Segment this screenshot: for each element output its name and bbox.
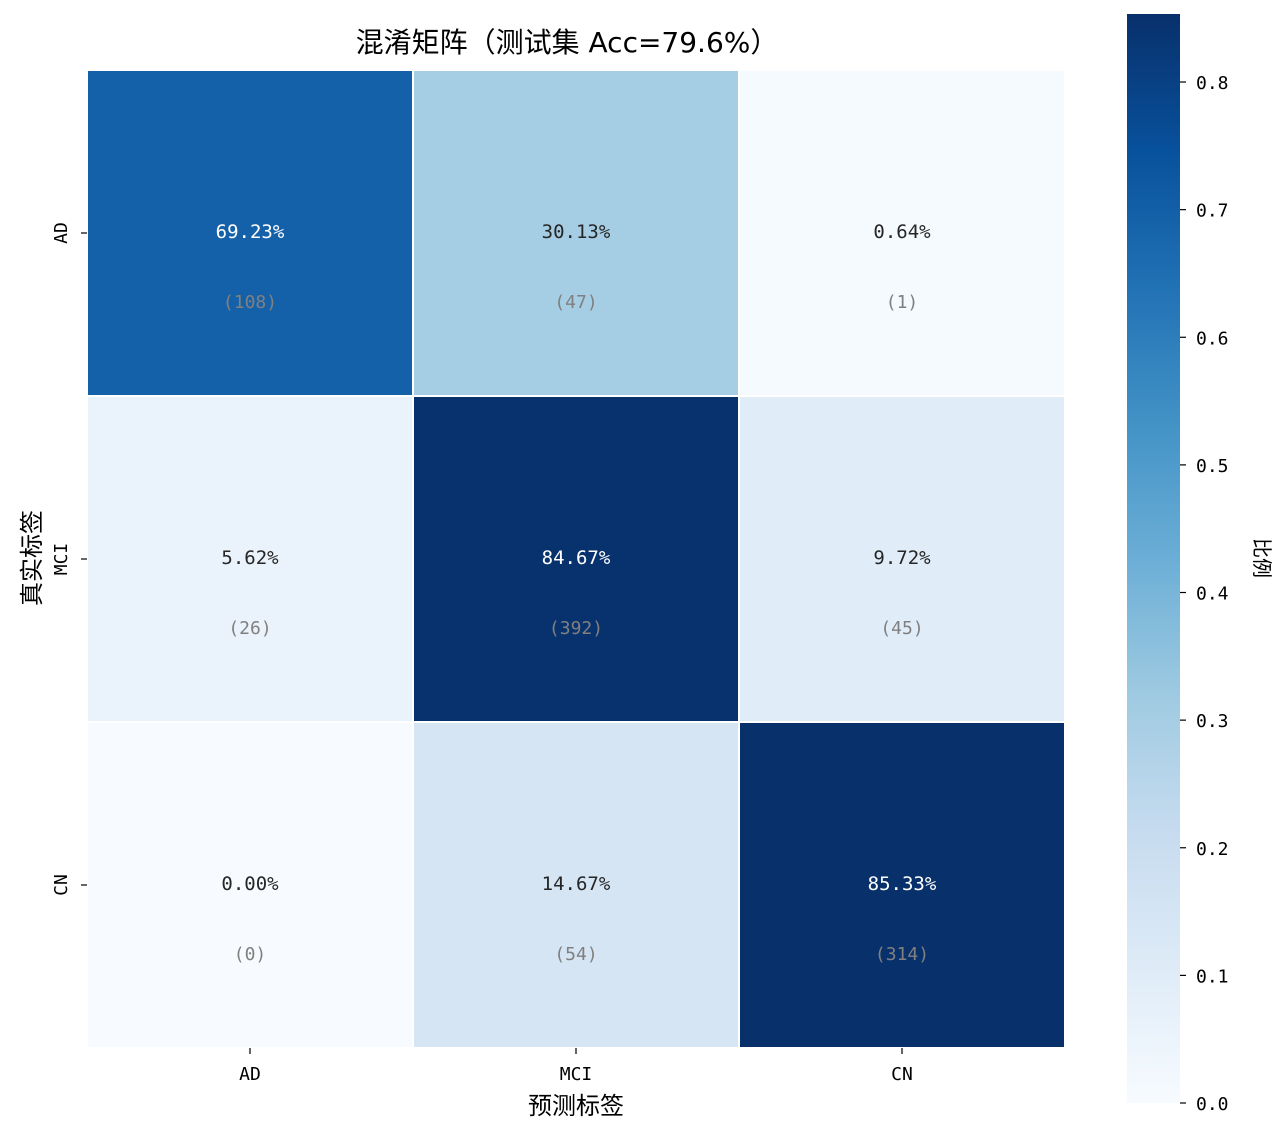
cell-count-label: (26)	[228, 618, 271, 639]
colorbar-ticks: 0.0 0.1 0.2 0.3 0.4 0.5 0.6 0.7 0.8	[1180, 73, 1229, 1115]
colorbar-tick-label: 0.1	[1196, 966, 1229, 987]
x-tick-label: AD	[239, 1064, 261, 1085]
colorbar-tick-label: 0.5	[1196, 456, 1229, 477]
colorbar-tick-label: 0.6	[1196, 328, 1229, 349]
chart-title: 混淆矩阵（测试集 Acc=79.6%）	[356, 26, 779, 59]
cell-value-label: 0.64%	[873, 221, 931, 243]
cell-count-label: (47)	[554, 292, 597, 313]
colorbar	[1127, 14, 1180, 1103]
heatmap-cell	[738, 69, 1066, 397]
cell-count-label: (0)	[234, 944, 267, 965]
cell-count-label: (45)	[880, 618, 923, 639]
x-axis-ticks: AD MCI CN	[239, 1048, 913, 1085]
heatmap-cell	[86, 69, 414, 397]
cell-value-label: 69.23%	[216, 221, 285, 243]
heatmap-cells: 69.23% (108) 30.13% (47) 0.64% (1) 5.62% (26) 84…	[86, 69, 1066, 1049]
y-tick-label: AD	[51, 222, 72, 244]
y-tick-label: MCI	[51, 543, 72, 576]
cell-value-label: 0.00%	[221, 873, 279, 895]
colorbar-tick-label: 0.4	[1196, 584, 1229, 605]
heatmap-cell	[86, 395, 414, 723]
heatmap-cell	[738, 395, 1066, 723]
x-tick-label: MCI	[560, 1064, 593, 1085]
cell-value-label: 85.33%	[868, 873, 937, 895]
y-tick-label: CN	[51, 874, 72, 896]
colorbar-tick-label: 0.7	[1196, 201, 1229, 222]
cell-value-label: 84.67%	[542, 547, 611, 569]
cell-count-label: (1)	[886, 292, 919, 313]
y-axis-ticks: AD MCI CN	[51, 222, 87, 896]
cell-value-label: 9.72%	[873, 547, 931, 569]
cell-count-label: (54)	[554, 944, 597, 965]
colorbar-tick-label: 0.2	[1196, 839, 1229, 860]
x-axis-label: 预测标签	[528, 1092, 624, 1120]
colorbar-tick-label: 0.3	[1196, 711, 1229, 732]
heatmap-cell	[86, 721, 414, 1049]
heatmap-cell	[412, 69, 740, 397]
heatmap-cell	[412, 395, 740, 723]
colorbar-tick-label: 0.0	[1196, 1094, 1229, 1115]
cell-value-label: 14.67%	[542, 873, 611, 895]
cell-count-label: (392)	[549, 618, 603, 639]
x-tick-label: CN	[891, 1064, 913, 1085]
colorbar-label: 比例	[1250, 538, 1274, 578]
cell-count-label: (108)	[223, 292, 277, 313]
y-axis-label: 真实标签	[18, 510, 46, 606]
colorbar-tick-label: 0.8	[1196, 73, 1229, 94]
heatmap-cell	[412, 721, 740, 1049]
cell-value-label: 30.13%	[542, 221, 611, 243]
cell-value-label: 5.62%	[221, 547, 279, 569]
cell-count-label: (314)	[875, 944, 929, 965]
